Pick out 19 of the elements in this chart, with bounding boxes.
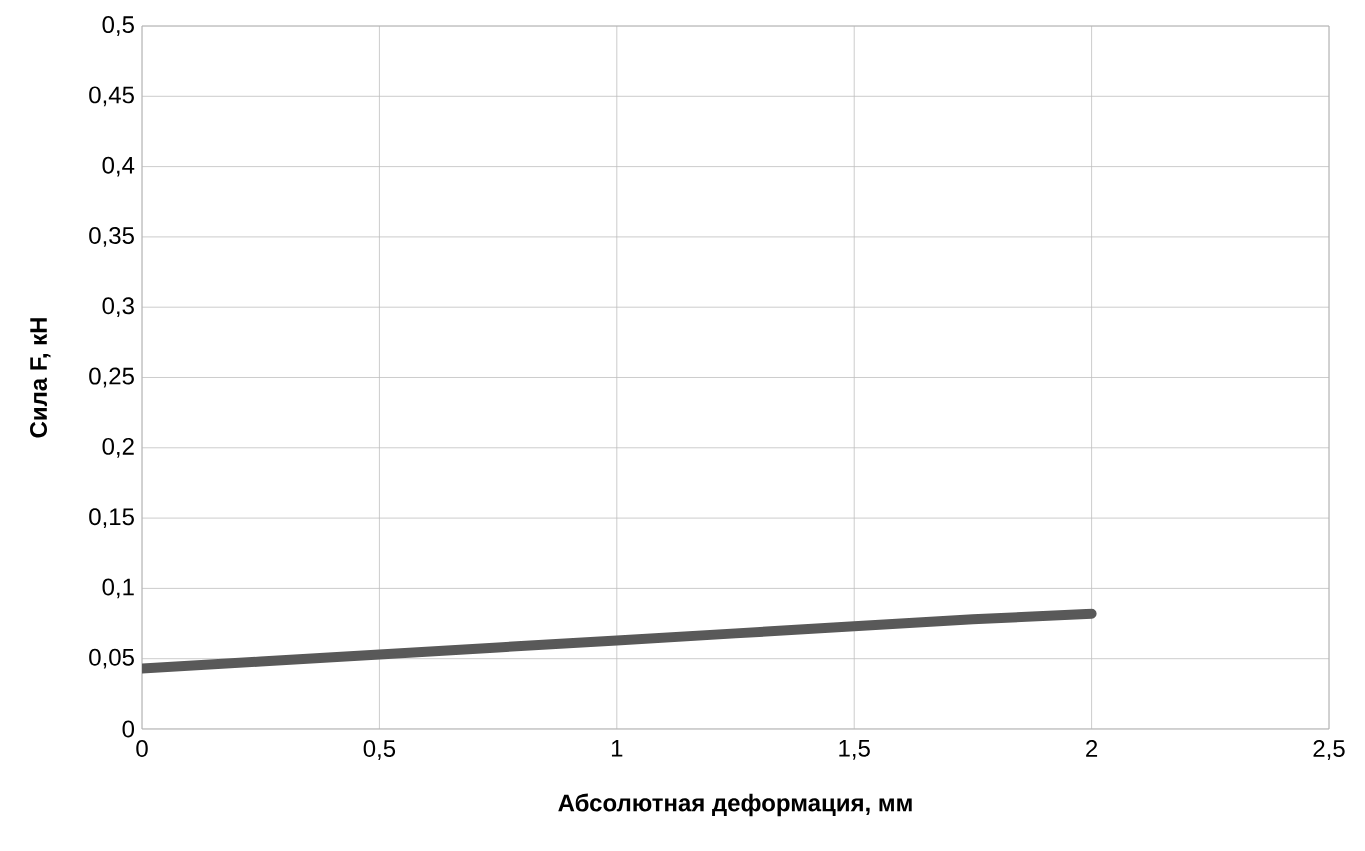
x-tick-label: 2,5 [1313, 740, 1345, 760]
x-tick-label: 1 [611, 740, 623, 757]
x-axis-title: Абсолютная деформация, мм [558, 793, 912, 817]
y-tick-label: 0 [122, 720, 135, 738]
y-tick-label: 0,2 [102, 437, 134, 458]
y-tick-label: 0,5 [102, 16, 134, 36]
x-tick-label: 0,5 [363, 740, 396, 760]
y-tick-label: 0,05 [89, 648, 134, 669]
y-tick-label: 0,35 [89, 226, 134, 247]
y-tick-label: 0,45 [89, 86, 134, 107]
y-tick-label: 0,4 [102, 156, 135, 177]
y-tick-label: 0,3 [102, 297, 134, 318]
y-tick-label: 0,15 [89, 508, 134, 529]
y-tick-label: 0,1 [102, 578, 134, 599]
y-axis-title: Сила F, кН [30, 318, 51, 438]
x-tick-label: 0 [136, 740, 148, 758]
x-tick-label: 1,5 [839, 740, 870, 760]
y-tick-label: 0,25 [89, 367, 134, 388]
x-tick-label: 2 [1086, 740, 1098, 757]
